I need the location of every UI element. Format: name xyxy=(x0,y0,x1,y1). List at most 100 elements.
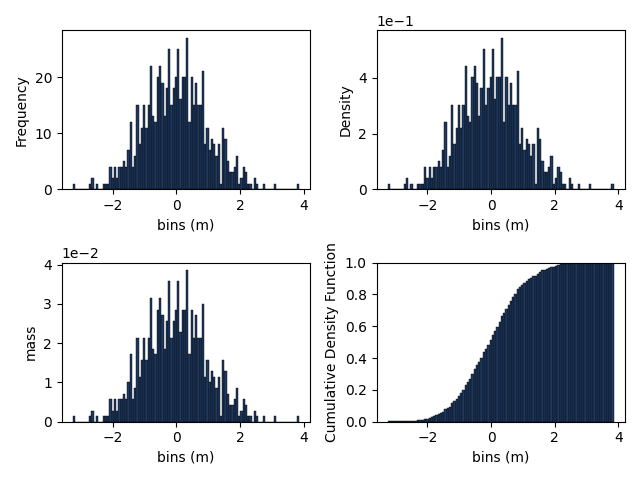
Bar xyxy=(534,184,537,189)
Bar xyxy=(465,66,467,189)
Bar xyxy=(247,416,250,422)
X-axis label: bins (m): bins (m) xyxy=(472,451,529,465)
Bar xyxy=(150,298,152,422)
Bar xyxy=(496,326,499,422)
Bar xyxy=(404,184,406,189)
Bar xyxy=(132,167,134,189)
Bar xyxy=(145,128,148,189)
Bar xyxy=(116,410,118,422)
Bar xyxy=(175,77,177,189)
Bar xyxy=(500,38,503,189)
Bar xyxy=(478,362,481,422)
Bar xyxy=(469,379,472,422)
Bar xyxy=(582,263,584,422)
Bar xyxy=(123,394,125,422)
Bar xyxy=(506,77,508,189)
Bar xyxy=(182,77,184,189)
Bar xyxy=(512,105,515,189)
Bar xyxy=(593,263,596,422)
Bar xyxy=(154,354,157,422)
Bar xyxy=(213,377,216,422)
Bar xyxy=(602,263,605,422)
Bar xyxy=(458,396,460,422)
Bar xyxy=(611,184,614,189)
Bar xyxy=(410,184,413,189)
Bar xyxy=(571,184,573,189)
Bar xyxy=(544,270,546,422)
Bar xyxy=(417,184,419,189)
Bar xyxy=(516,72,519,189)
Bar xyxy=(465,384,467,422)
Bar xyxy=(197,337,200,422)
Bar xyxy=(487,88,490,189)
Bar xyxy=(141,360,143,422)
Bar xyxy=(222,128,225,189)
Bar xyxy=(564,264,566,422)
Bar xyxy=(435,167,438,189)
Bar xyxy=(440,167,442,189)
Bar xyxy=(478,116,481,189)
Bar xyxy=(193,105,195,189)
Bar xyxy=(474,66,476,189)
Bar xyxy=(197,105,200,189)
Bar xyxy=(92,178,93,189)
Bar xyxy=(102,184,105,189)
Bar xyxy=(492,335,494,422)
Bar xyxy=(611,263,614,422)
Bar xyxy=(143,337,145,422)
Bar xyxy=(209,150,211,189)
Bar xyxy=(218,144,220,189)
Bar xyxy=(469,122,472,189)
Bar xyxy=(179,332,182,422)
Bar xyxy=(419,420,422,422)
Bar xyxy=(444,409,447,422)
Bar xyxy=(125,399,127,422)
X-axis label: bins (m): bins (m) xyxy=(157,218,215,232)
Bar xyxy=(422,420,424,422)
Bar xyxy=(161,83,164,189)
Bar xyxy=(483,49,485,189)
Bar xyxy=(485,349,487,422)
Bar xyxy=(247,184,250,189)
Bar xyxy=(537,128,539,189)
Bar xyxy=(184,310,186,422)
Bar xyxy=(413,420,415,422)
Bar xyxy=(600,263,602,422)
Bar xyxy=(231,172,234,189)
Bar xyxy=(297,184,299,189)
Bar xyxy=(195,315,197,422)
Bar xyxy=(555,266,557,422)
Bar xyxy=(483,352,485,422)
Bar xyxy=(177,281,179,422)
Bar xyxy=(240,178,243,189)
Bar xyxy=(236,156,238,189)
Bar xyxy=(222,360,225,422)
Bar xyxy=(188,354,191,422)
Bar xyxy=(440,413,442,422)
Bar xyxy=(555,178,557,189)
Bar xyxy=(553,184,555,189)
Bar xyxy=(519,144,521,189)
Bar xyxy=(143,105,145,189)
Bar xyxy=(487,345,490,422)
Bar xyxy=(476,83,478,189)
Bar xyxy=(141,128,143,189)
Bar xyxy=(447,408,449,422)
Bar xyxy=(591,263,593,422)
Bar xyxy=(254,178,256,189)
Bar xyxy=(227,161,229,189)
Bar xyxy=(433,167,435,189)
Bar xyxy=(451,105,453,189)
Bar xyxy=(453,401,456,422)
Bar xyxy=(524,283,525,422)
Bar xyxy=(211,371,213,422)
Bar xyxy=(173,321,175,422)
Bar xyxy=(589,263,591,422)
Bar xyxy=(168,49,170,189)
Bar xyxy=(136,105,139,189)
Bar xyxy=(73,416,76,422)
Bar xyxy=(136,337,139,422)
Bar xyxy=(152,349,154,422)
Bar xyxy=(274,184,276,189)
Bar xyxy=(481,358,483,422)
